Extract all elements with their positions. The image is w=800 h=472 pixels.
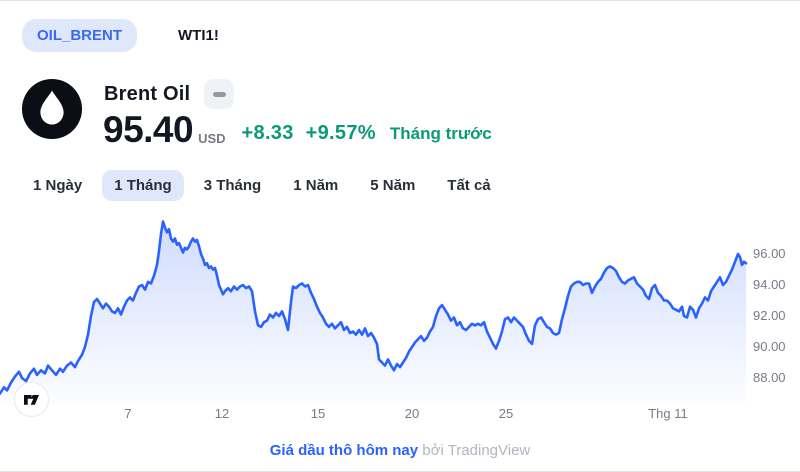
price-change-period: Tháng trước xyxy=(389,124,492,143)
price-chart-svg[interactable] xyxy=(0,211,750,406)
range-tabs: 1 Ngày 1 Tháng 3 Tháng 1 Năm 5 Năm Tất cả xyxy=(21,170,503,201)
y-axis-label: 90.00 xyxy=(753,339,786,354)
footer-brand[interactable]: TradingView xyxy=(447,442,531,459)
range-tab-1-tháng[interactable]: 1 Tháng xyxy=(102,170,184,201)
range-tab-1-năm[interactable]: 1 Năm xyxy=(293,177,339,194)
footer-attribution: Giá dầu thô hôm nay bởi TradingView xyxy=(0,442,800,459)
price-change-pct: +9.57% xyxy=(305,122,376,144)
oil-logo xyxy=(21,78,83,140)
minus-icon xyxy=(212,91,226,97)
symbol-name: Brent Oil xyxy=(104,82,191,105)
footer-by: bởi xyxy=(422,442,444,459)
price-row: 95.40 USD +8.33 +9.57% Tháng trước xyxy=(103,111,492,148)
collapse-badge[interactable] xyxy=(204,79,235,109)
price-currency: USD xyxy=(198,131,226,146)
y-axis-label: 94.00 xyxy=(753,277,786,292)
price-value: 95.40 xyxy=(103,109,194,150)
price-line xyxy=(0,220,748,395)
price-chart[interactable]: 96.00 94.00 92.00 90.00 88.00 7 12 15 20 25 Thg 11 xyxy=(0,206,800,424)
x-axis-label: 20 xyxy=(404,406,420,421)
y-axis-label: 92.00 xyxy=(753,308,786,323)
symbol-tab-oil-brent[interactable]: OIL_BRENT xyxy=(22,19,138,52)
x-axis-label: 15 xyxy=(310,406,326,421)
x-axis-label: 25 xyxy=(498,406,514,421)
y-axis-label: 96.00 xyxy=(753,246,786,261)
footer-link[interactable]: Giá dầu thô hôm nay xyxy=(269,442,419,459)
tradingview-logo[interactable] xyxy=(14,382,49,417)
x-axis-label: Thg 11 xyxy=(648,406,688,421)
range-tab-3-tháng[interactable]: 3 Tháng xyxy=(203,177,262,194)
price-change-abs: +8.33 xyxy=(241,122,294,144)
price-area xyxy=(0,221,746,406)
x-axis-label: 7 xyxy=(124,406,132,421)
oil-drop-icon xyxy=(21,78,83,140)
symbol-tabs: OIL_BRENT WTI1! xyxy=(22,19,234,52)
tv-icon xyxy=(24,395,39,405)
y-axis-label: 88.00 xyxy=(753,370,786,385)
range-tab-5-năm[interactable]: 5 Năm xyxy=(370,177,416,194)
range-tab-1-ngày[interactable]: 1 Ngày xyxy=(33,177,83,194)
symbol-header: Brent Oil xyxy=(104,79,235,109)
range-tab-tất-cả[interactable]: Tất cả xyxy=(447,177,491,194)
x-axis-label: 12 xyxy=(214,406,230,421)
symbol-tab-wti[interactable]: WTI1! xyxy=(178,27,219,44)
